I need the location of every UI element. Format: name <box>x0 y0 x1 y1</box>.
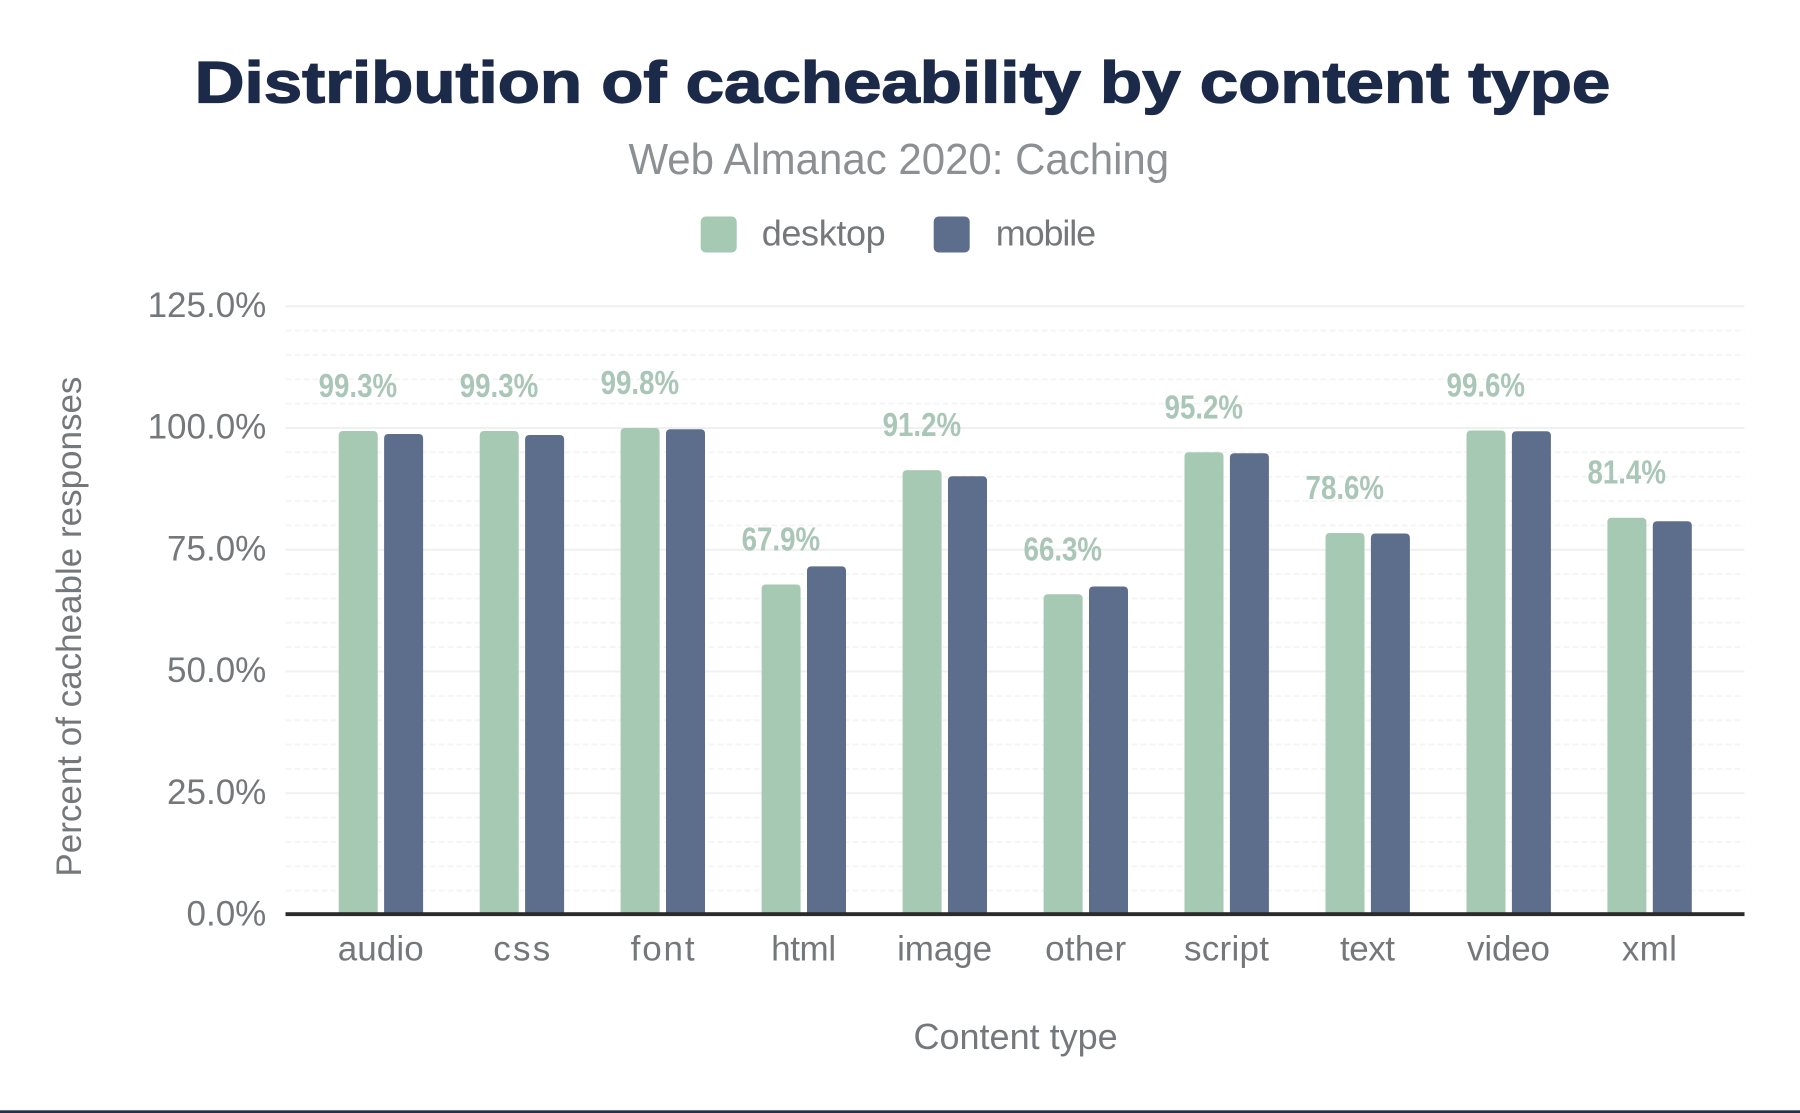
svg-text:script: script <box>1184 930 1269 969</box>
svg-text:67.9%: 67.9% <box>742 521 821 558</box>
svg-text:100.0%: 100.0% <box>148 408 267 447</box>
svg-text:image: image <box>897 930 992 969</box>
svg-text:Web Almanac 2020: Caching: Web Almanac 2020: Caching <box>628 135 1169 184</box>
svg-text:text: text <box>1340 930 1395 969</box>
svg-text:mobile: mobile <box>996 213 1096 254</box>
svg-text:desktop: desktop <box>762 213 886 254</box>
svg-text:99.6%: 99.6% <box>1447 367 1526 404</box>
svg-text:video: video <box>1467 930 1550 969</box>
svg-text:Percent of cacheable responses: Percent of cacheable responses <box>50 377 89 877</box>
svg-text:95.2%: 95.2% <box>1165 388 1244 425</box>
svg-text:font: font <box>631 930 695 969</box>
svg-text:99.3%: 99.3% <box>319 367 398 404</box>
svg-text:66.3%: 66.3% <box>1024 530 1103 567</box>
svg-text:99.3%: 99.3% <box>460 367 539 404</box>
svg-text:91.2%: 91.2% <box>883 406 962 443</box>
svg-text:css: css <box>493 930 550 969</box>
svg-text:html: html <box>771 930 836 969</box>
svg-text:78.6%: 78.6% <box>1306 469 1385 506</box>
svg-text:125.0%: 125.0% <box>148 286 267 325</box>
svg-text:99.8%: 99.8% <box>601 364 680 401</box>
svg-text:81.4%: 81.4% <box>1587 454 1666 491</box>
svg-text:25.0%: 25.0% <box>167 773 266 812</box>
svg-text:50.0%: 50.0% <box>167 651 266 690</box>
svg-text:Content type: Content type <box>914 1016 1118 1057</box>
svg-text:Distribution of cacheability b: Distribution of cacheability by content … <box>195 51 1611 116</box>
svg-text:0.0%: 0.0% <box>187 895 267 934</box>
svg-text:75.0%: 75.0% <box>167 529 266 568</box>
svg-text:audio: audio <box>338 930 424 969</box>
svg-text:other: other <box>1045 930 1126 969</box>
svg-text:xml: xml <box>1622 930 1677 969</box>
